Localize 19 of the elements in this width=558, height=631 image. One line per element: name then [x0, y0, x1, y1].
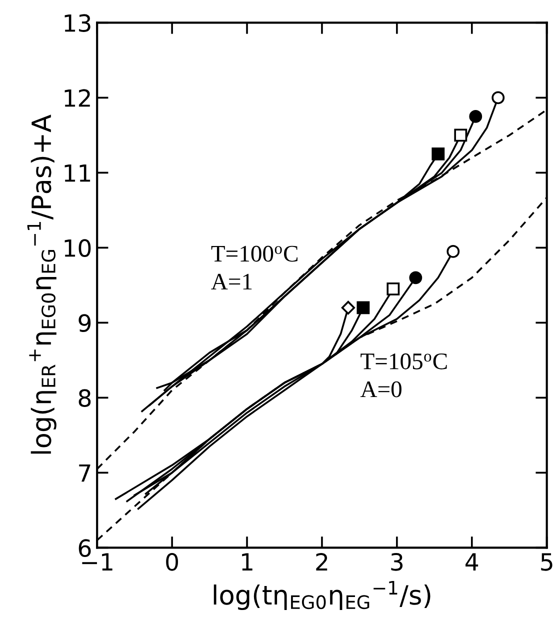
y-tick-label: 8 — [78, 389, 91, 408]
annotation: A=1 — [211, 274, 252, 290]
annotation: T=105$^{o}$C — [360, 353, 447, 370]
x-tick-label: 2 — [316, 552, 328, 571]
y-tick-label: 11 — [64, 164, 90, 182]
x-tick-label: 3 — [391, 552, 403, 571]
x-tick-label: 1 — [242, 553, 252, 571]
annotation: A=0 — [360, 381, 402, 398]
x-tick-label: 4 — [466, 553, 478, 571]
x-tick-label: 0 — [166, 552, 178, 571]
x-tick-label: 5 — [541, 553, 552, 571]
y-tick-label: 9 — [78, 314, 91, 332]
y-tick-label: 12 — [64, 89, 90, 107]
text: log(η$_{ER}$$^{+}$η$_{EG0}$η$_{EG}$$^{−1}$/Pas)+A — [27, 114, 56, 454]
y-tick-label: 13 — [64, 14, 90, 32]
x-axis-title: log(tη$_{EG0}$η$_{EG}$$^{−1}$/s) — [214, 580, 430, 610]
y-tick-label: 7 — [79, 464, 90, 482]
y-tick-label: 10 — [64, 239, 91, 258]
annotation: T=100$^{o}$C — [211, 246, 298, 262]
